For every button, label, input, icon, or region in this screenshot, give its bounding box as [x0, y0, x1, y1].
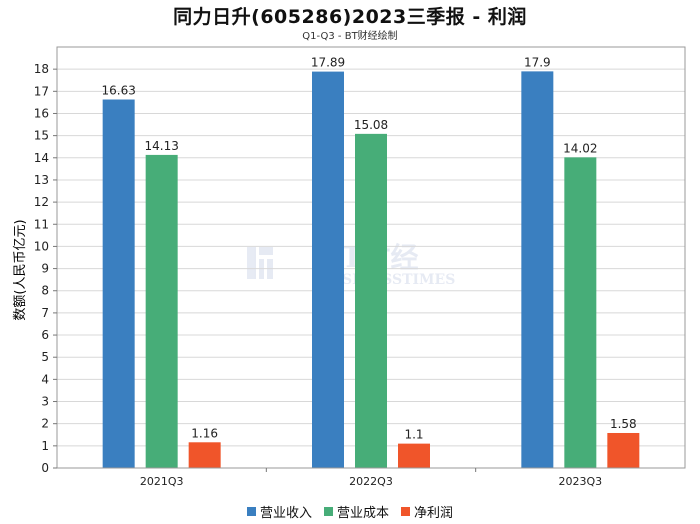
- bt-watermark-logo: BT财经 BUSINESSTIMES: [247, 241, 455, 288]
- y-axis-label: 数额(人民币亿元): [13, 219, 28, 320]
- bar: [145, 154, 178, 469]
- data-label: 1.1: [404, 428, 423, 442]
- y-tick-label: 0: [41, 461, 49, 475]
- legend-label: 净利润: [414, 506, 454, 521]
- legend-label: 营业收入: [259, 506, 312, 521]
- y-tick-label: 14: [34, 151, 49, 165]
- plot-frame: [56, 46, 686, 469]
- y-tick-label: 6: [41, 328, 49, 342]
- watermark-logo-bar: [259, 247, 273, 255]
- bar: [607, 432, 640, 468]
- x-tick-label: 2021Q3: [140, 475, 184, 488]
- y-tick-label: 12: [34, 195, 49, 209]
- data-label: 14.13: [144, 139, 178, 153]
- bar: [312, 71, 344, 468]
- legend-item: 营业成本: [323, 502, 389, 521]
- y-tick-label: 15: [34, 129, 49, 143]
- y-tick-label: 17: [34, 84, 49, 98]
- y-tick-label: 5: [41, 350, 49, 364]
- y-tick-label: 4: [41, 372, 49, 386]
- y-tick-label: 3: [41, 395, 49, 409]
- bar: [564, 157, 597, 468]
- y-tick-label: 16: [34, 106, 49, 120]
- y-tick-label: 13: [34, 173, 49, 187]
- bar: [355, 133, 387, 468]
- watermark-logo-bar: [247, 247, 256, 279]
- legend-item: 净利润: [401, 502, 453, 521]
- bar: [188, 442, 221, 468]
- y-tick-label: 2: [41, 417, 49, 431]
- data-label: 14.02: [563, 141, 597, 155]
- bars-group: 16.63 14.13 1.16 17.89 15.08 1.1 17.9 14.02 1.58: [101, 55, 640, 469]
- legend-swatch: [401, 507, 410, 516]
- y-tick-label: 11: [34, 217, 49, 231]
- legend-label: 营业成本: [336, 506, 389, 521]
- chart-subtitle: Q1-Q3 - BT财经绘制: [302, 31, 398, 42]
- data-label: 15.08: [354, 118, 388, 132]
- data-label: 16.63: [101, 84, 135, 98]
- legend-swatch: [246, 507, 256, 516]
- data-label: 1.58: [610, 417, 637, 431]
- bar: [521, 71, 554, 468]
- x-tick-label: 2022Q3: [349, 475, 393, 488]
- y-tick-label: 10: [34, 239, 49, 253]
- y-tick-label: 9: [41, 262, 49, 276]
- data-label: 1.16: [191, 426, 218, 440]
- y-tick-label: 18: [34, 62, 49, 76]
- data-label: 17.89: [311, 56, 345, 70]
- chart-title: 同力日升(605286)2023三季报 - 利润: [173, 6, 527, 28]
- chart-legend: 营业收入 营业成本 净利润: [0, 502, 700, 521]
- y-tick-label: 7: [41, 306, 49, 320]
- bar: [102, 99, 135, 468]
- data-label: 17.9: [524, 55, 551, 69]
- legend-swatch: [323, 507, 333, 516]
- y-tick-label: 8: [41, 284, 49, 298]
- legend-item: 营业收入: [246, 502, 312, 521]
- y-tick-label: 1: [41, 439, 49, 453]
- x-tick-label: 2023Q3: [559, 475, 603, 488]
- bar: [398, 443, 430, 468]
